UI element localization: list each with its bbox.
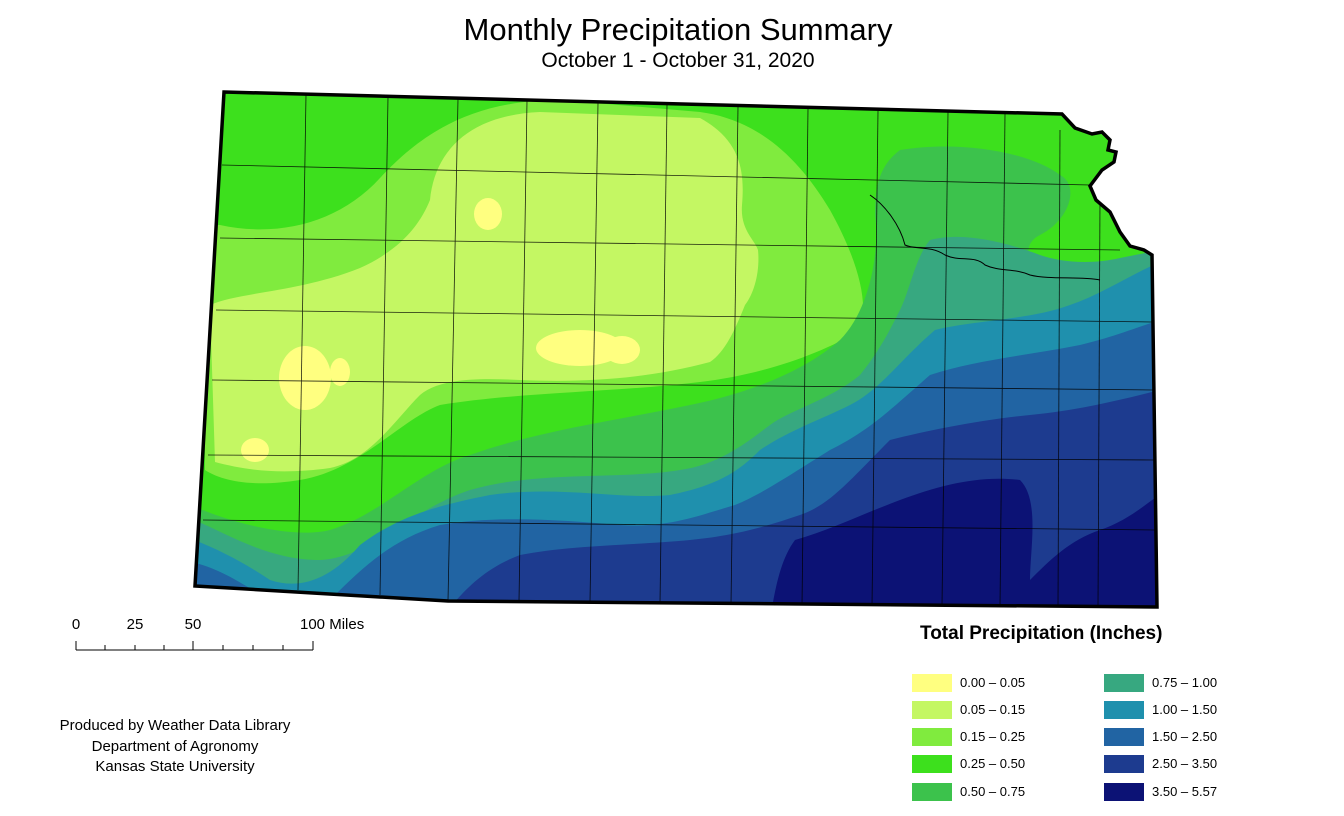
band-0-00-0-05 bbox=[330, 358, 350, 386]
band-3-50-5-57 bbox=[770, 478, 1157, 607]
legend-item: 0.05 – 0.15 bbox=[912, 701, 1025, 719]
legend-label: 0.15 – 0.25 bbox=[960, 729, 1026, 744]
credits-line: Produced by Weather Data Library bbox=[59, 717, 291, 734]
credits: Produced by Weather Data Library Departm… bbox=[20, 716, 330, 778]
legend-swatch bbox=[1104, 728, 1144, 746]
scale-bar: 0 25 50 100 Miles bbox=[66, 616, 386, 656]
legend-swatch bbox=[1104, 755, 1144, 773]
county-boundaries bbox=[202, 94, 1157, 607]
legend-label: 2.50 – 3.50 bbox=[1152, 756, 1218, 771]
scale-label: 25 bbox=[126, 616, 144, 633]
legend-item: 0.15 – 0.25 bbox=[912, 728, 1025, 746]
band-0-00-0-05 bbox=[279, 346, 331, 410]
scale-label: 0 bbox=[71, 616, 81, 633]
band-0-00-0-05 bbox=[604, 336, 640, 364]
legend-swatch bbox=[912, 783, 952, 801]
legend-swatch bbox=[1104, 701, 1144, 719]
band-0-00-0-05 bbox=[536, 330, 624, 366]
kansas-state-outline bbox=[193, 90, 1159, 609]
legend-label: 0.05 – 0.15 bbox=[960, 702, 1026, 717]
legend-swatch bbox=[912, 674, 952, 692]
scale-bar-graphic bbox=[75, 641, 314, 651]
legend-swatch bbox=[1104, 674, 1144, 692]
legend-item: 3.50 – 5.57 bbox=[1104, 783, 1217, 801]
band-0-00-0-05 bbox=[474, 198, 502, 230]
band-0-00-0-05 bbox=[241, 438, 269, 462]
legend-label: 1.50 – 2.50 bbox=[1152, 729, 1218, 744]
credits-line: Kansas State University bbox=[95, 758, 255, 775]
legend-item: 2.50 – 3.50 bbox=[1104, 755, 1217, 773]
legend-item: 1.50 – 2.50 bbox=[1104, 728, 1217, 746]
scale-label: 100 Miles bbox=[300, 616, 365, 633]
legend-label: 0.25 – 0.50 bbox=[960, 756, 1026, 771]
kansas-river bbox=[869, 194, 1101, 281]
map-title: Monthly Precipitation Summary bbox=[463, 12, 893, 47]
legend-title: Total Precipitation (Inches) bbox=[920, 623, 1163, 644]
legend-label: 3.50 – 5.57 bbox=[1152, 784, 1218, 799]
legend-item: 0.25 – 0.50 bbox=[912, 755, 1025, 773]
legend-swatch bbox=[912, 701, 952, 719]
legend-item: 0.75 – 1.00 bbox=[1104, 674, 1217, 692]
scale-label: 50 bbox=[184, 616, 202, 633]
legend-label: 0.00 – 0.05 bbox=[960, 675, 1026, 690]
map-subtitle: October 1 - October 31, 2020 bbox=[541, 49, 815, 72]
legend-item: 1.00 – 1.50 bbox=[1104, 701, 1217, 719]
legend-label: 1.00 – 1.50 bbox=[1152, 702, 1218, 717]
precipitation-bands bbox=[195, 92, 1157, 607]
legend-item: 0.50 – 0.75 bbox=[912, 783, 1025, 801]
legend-swatch bbox=[912, 755, 952, 773]
legend-label: 0.75 – 1.00 bbox=[1152, 675, 1218, 690]
legend-item: 0.00 – 0.05 bbox=[912, 674, 1025, 692]
legend-swatch bbox=[1104, 783, 1144, 801]
credits-line: Department of Agronomy bbox=[91, 737, 259, 755]
legend-label: 0.50 – 0.75 bbox=[960, 784, 1026, 799]
legend-swatch bbox=[912, 728, 952, 746]
